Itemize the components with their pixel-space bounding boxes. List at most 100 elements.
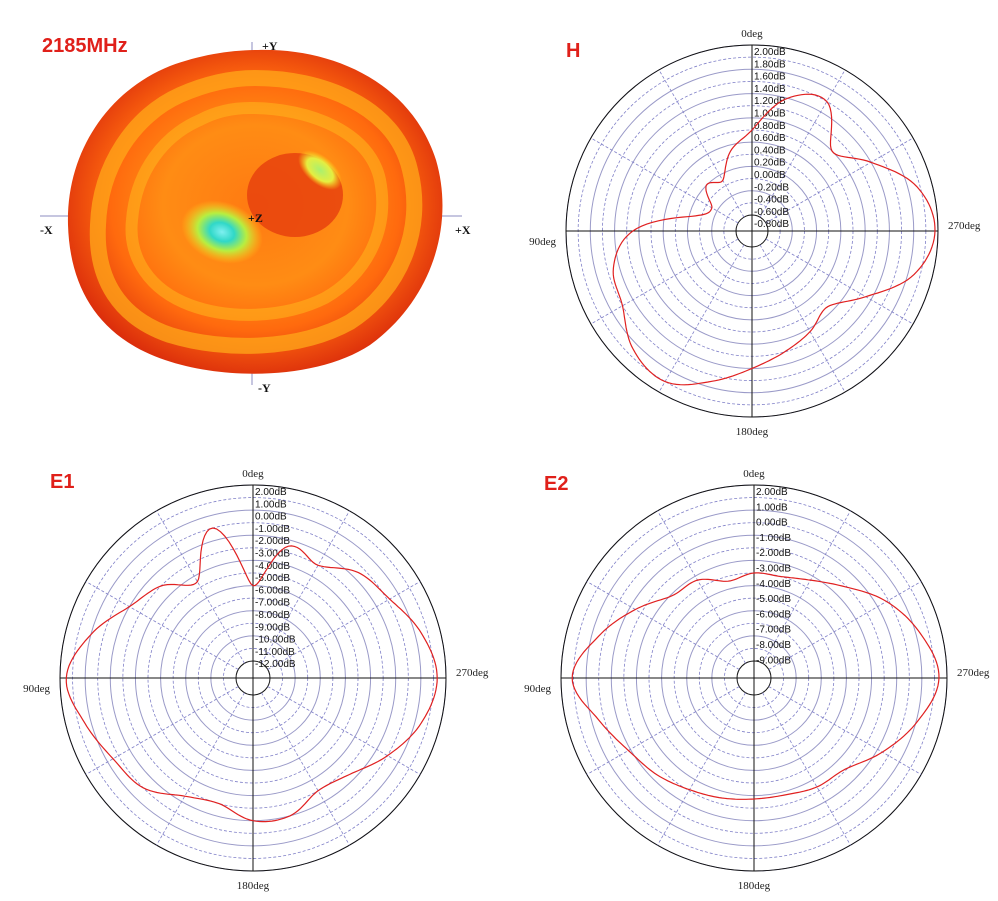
radial-tick-label: 1.20dB bbox=[754, 96, 786, 107]
grid-spoke bbox=[765, 238, 914, 325]
angle-label-0: 0deg bbox=[242, 468, 264, 480]
grid-spoke bbox=[762, 692, 851, 846]
angle-label-270: 270deg bbox=[948, 220, 981, 232]
radial-tick-label: -11.00dB bbox=[255, 647, 295, 658]
angle-label-0: 0deg bbox=[743, 468, 765, 480]
radial-tick-label: -6.00dB bbox=[255, 585, 290, 596]
polar-chart-e2: E2 0deg 90deg 180deg 270deg 2.00dB 1.00dB 0.00d… bbox=[524, 468, 990, 892]
polar-grid bbox=[565, 44, 939, 418]
radial-tick-label: -9.00dB bbox=[756, 655, 791, 666]
radial-tick-label: -4.00dB bbox=[756, 579, 791, 590]
radial-tick-label: -9.00dB bbox=[255, 622, 290, 633]
radial-tick-label: 1.00dB bbox=[754, 109, 786, 120]
radial-tick-label: -1.00dB bbox=[756, 533, 791, 544]
pattern-curve bbox=[65, 527, 438, 823]
radial-tick-label: -1.00dB bbox=[255, 524, 290, 535]
chart-title: E1 bbox=[50, 471, 74, 493]
grid-spoke bbox=[590, 137, 739, 224]
radial-tick-label: -7.00dB bbox=[255, 598, 290, 609]
radial-tick-label: -8.00dB bbox=[756, 640, 791, 651]
chart-title: H bbox=[566, 40, 580, 62]
hot-spot-secondary bbox=[298, 150, 342, 190]
polar-grid bbox=[560, 484, 948, 872]
grid-spoke bbox=[261, 692, 350, 846]
axis-label-neg-x: -X bbox=[40, 223, 53, 237]
grid-spoke bbox=[156, 510, 245, 664]
radial-tick-label: -5.00dB bbox=[756, 594, 791, 605]
angle-label-270: 270deg bbox=[957, 667, 990, 679]
radial-tick-label: -4.00dB bbox=[255, 561, 290, 572]
grid-spoke bbox=[657, 510, 746, 664]
angle-label-180: 180deg bbox=[736, 426, 769, 438]
axis-label-pos-x: +X bbox=[455, 223, 471, 237]
radial-tick-label: 0.00dB bbox=[754, 170, 786, 181]
radial-tick-label: 1.00dB bbox=[756, 502, 788, 513]
angle-label-270: 270deg bbox=[456, 667, 489, 679]
axis-label-pos-z: +Z bbox=[248, 211, 263, 225]
axis-label-neg-y: -Y bbox=[258, 381, 271, 395]
radial-tick-label: -5.00dB bbox=[255, 573, 290, 584]
axis-label-pos-y: +Y bbox=[262, 39, 278, 53]
chart-title: E2 bbox=[544, 473, 568, 495]
angle-label-180: 180deg bbox=[237, 880, 270, 892]
grid-spoke bbox=[267, 581, 421, 670]
radial-tick-label: -2.00dB bbox=[255, 536, 290, 547]
radial-tick-label: -0.80dB bbox=[754, 219, 789, 230]
radial-tick-label: -2.00dB bbox=[756, 548, 791, 559]
grid-spoke bbox=[85, 686, 239, 775]
angle-label-0: 0deg bbox=[741, 28, 763, 40]
radial-tick-label: 2.00dB bbox=[756, 487, 788, 498]
radial-tick-label: 0.00dB bbox=[255, 512, 287, 523]
radial-tick-label: -7.00dB bbox=[756, 625, 791, 636]
frequency-label: 2185MHz bbox=[42, 35, 128, 57]
hot-spot-main bbox=[181, 200, 263, 264]
grid-spoke bbox=[657, 692, 746, 846]
surface-band-outer bbox=[89, 69, 423, 354]
polar-grid bbox=[59, 484, 447, 872]
grid-spoke bbox=[768, 581, 922, 670]
surface-band-inner bbox=[125, 101, 389, 321]
grid-spoke bbox=[267, 686, 421, 775]
radial-tick-label: 1.80dB bbox=[754, 59, 786, 70]
radial-tick-label: -12.00dB bbox=[255, 659, 296, 670]
radial-tick-label: 0.20dB bbox=[754, 158, 786, 169]
radial-tick-label: -8.00dB bbox=[255, 610, 290, 621]
pattern-curve bbox=[571, 572, 940, 800]
radial-tick-label: 0.80dB bbox=[754, 121, 786, 132]
grid-spoke bbox=[759, 244, 846, 393]
grid-spoke bbox=[762, 510, 851, 664]
grid-spoke bbox=[85, 581, 239, 670]
grid-spoke bbox=[658, 69, 745, 218]
grid-spoke bbox=[156, 692, 245, 846]
radial-tick-label: 0.60dB bbox=[754, 133, 786, 144]
radial-tick-label: 1.40dB bbox=[754, 84, 786, 95]
grid-spoke bbox=[768, 686, 922, 775]
radial-tick-label: -0.40dB bbox=[754, 195, 789, 206]
grid-spoke bbox=[759, 69, 846, 218]
radial-tick-label: -0.60dB bbox=[754, 207, 789, 218]
grid-spoke bbox=[765, 137, 914, 224]
radial-tick-label: -3.00dB bbox=[255, 549, 290, 560]
radial-tick-label: 1.60dB bbox=[754, 72, 786, 83]
radial-tick-label: -6.00dB bbox=[756, 609, 791, 620]
angle-label-180: 180deg bbox=[738, 880, 771, 892]
angle-label-90: 90deg bbox=[23, 683, 50, 695]
radial-tick-label: 0.00dB bbox=[756, 518, 788, 529]
radial-tick-label: -10.00dB bbox=[255, 635, 296, 646]
angle-label-90: 90deg bbox=[529, 236, 556, 248]
grid-spoke bbox=[586, 686, 740, 775]
radial-tick-label: 2.00dB bbox=[255, 487, 287, 498]
radial-tick-label: 2.00dB bbox=[754, 47, 786, 58]
radial-tick-label: 1.00dB bbox=[255, 499, 287, 510]
pattern-3d-panel: +Y -Y +X -X +Z 2185MHz bbox=[40, 35, 471, 395]
radial-tick-label: -0.20dB bbox=[754, 182, 789, 193]
pattern-curve bbox=[612, 93, 936, 386]
grid-spoke bbox=[586, 581, 740, 670]
grid-spoke bbox=[658, 244, 745, 393]
grid-spoke bbox=[261, 510, 350, 664]
radial-tick-label: 0.40dB bbox=[754, 145, 786, 156]
radial-tick-label: -3.00dB bbox=[756, 564, 791, 575]
